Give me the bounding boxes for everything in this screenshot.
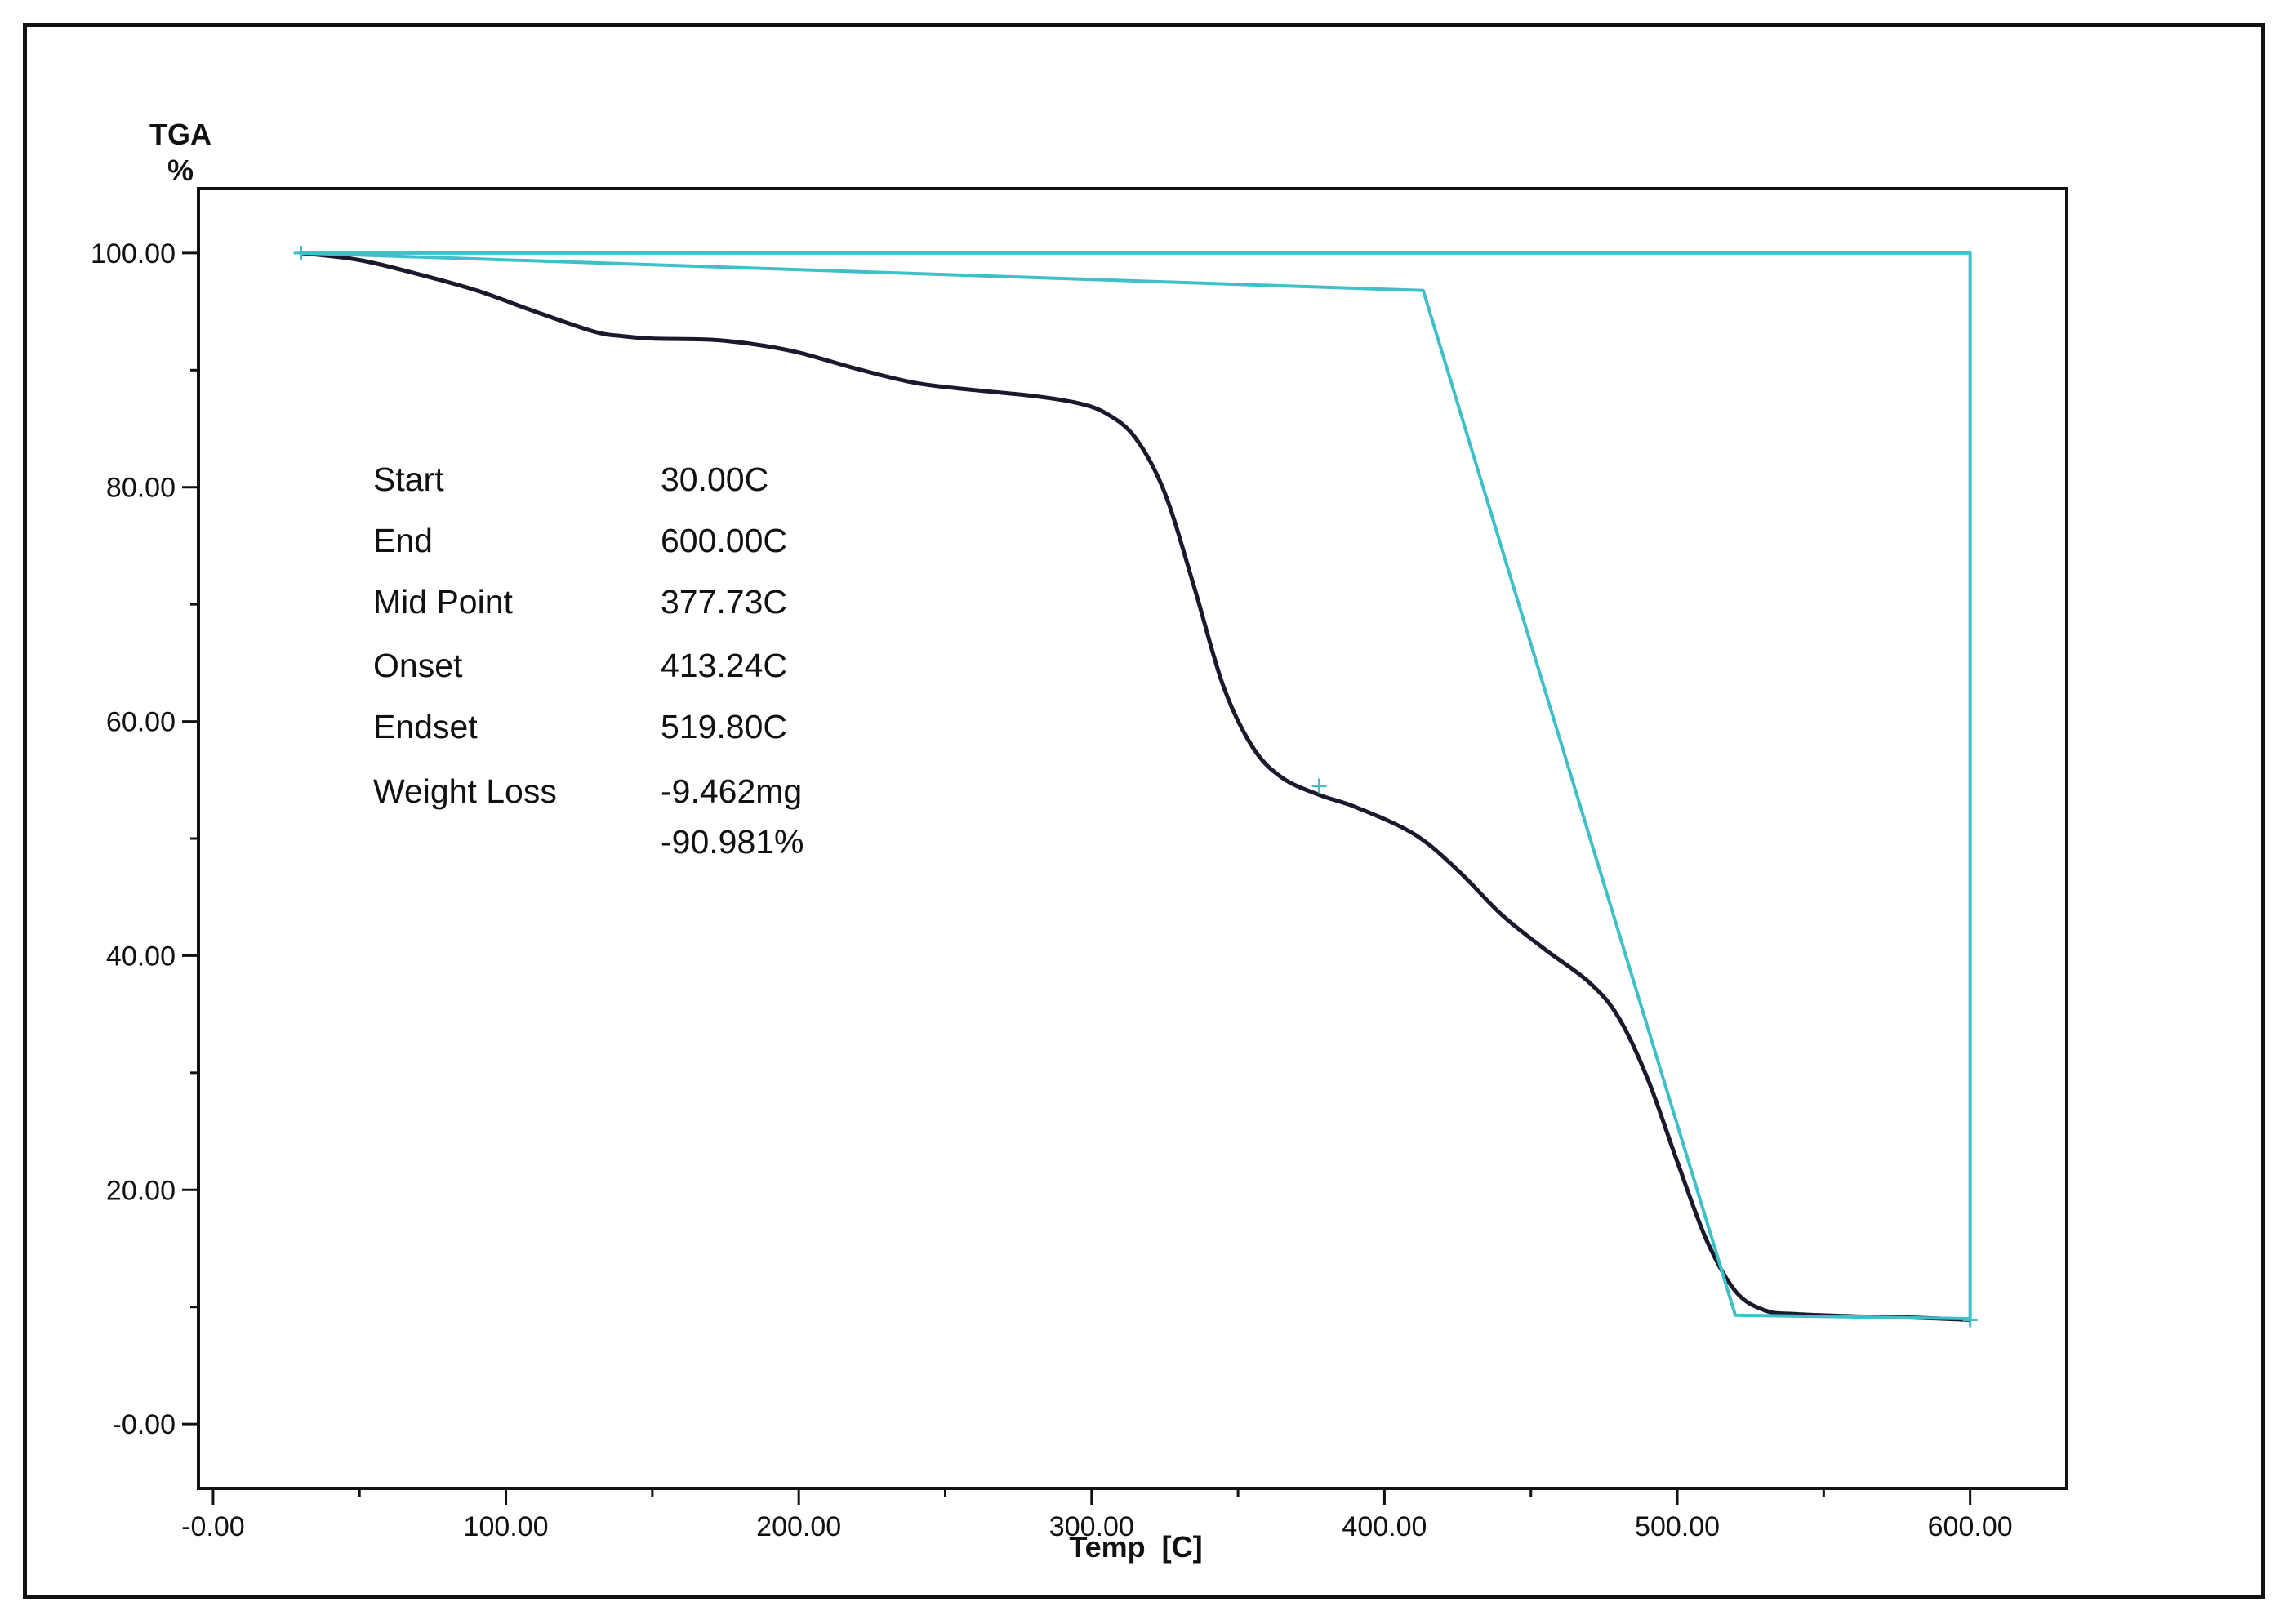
y-tick-label: 80.00: [106, 473, 176, 504]
result-value: 600.00C: [661, 522, 787, 559]
x-tick-label: 600.00: [1928, 1511, 2013, 1542]
result-label: Weight Loss: [373, 772, 557, 810]
x-tick-label: 400.00: [1342, 1511, 1427, 1542]
analysis-results-table: Start 30.00C End 600.00C Mid Point 377.73C Ons…: [373, 461, 804, 861]
y-tick-label: 20.00: [106, 1175, 176, 1206]
result-value: 30.00C: [661, 461, 768, 498]
x-tick-label: 300.00: [1049, 1511, 1134, 1542]
y-tick-label: 40.00: [106, 941, 176, 972]
x-axis: -0.00 100.00 200.00 300.00 400.00 500.00 600.0…: [181, 1488, 2013, 1542]
analysis-point-marker: [1962, 1312, 1978, 1328]
result-label: Onset: [373, 647, 463, 684]
x-axis-title: Temp [C]: [1069, 1530, 1202, 1564]
result-value: -90.981%: [661, 823, 804, 861]
result-label: Mid Point: [373, 583, 514, 621]
y-axis-unit: %: [167, 154, 194, 187]
x-tick-label: -0.00: [181, 1511, 245, 1542]
y-tick-label: 60.00: [106, 707, 176, 738]
tga-chart: -0.00 100.00 200.00 300.00 400.00 500.00 600.0…: [91, 118, 2068, 1564]
x-tick-label: 500.00: [1635, 1511, 1720, 1542]
y-tick-label: -0.00: [113, 1409, 176, 1440]
result-label: Start: [373, 461, 444, 498]
result-value: 377.73C: [661, 583, 787, 621]
analysis-construction-line: [299, 251, 1972, 1321]
analysis-point-marker: [293, 245, 309, 260]
figure-frame: -0.00 100.00 200.00 300.00 400.00 500.00 600.0…: [23, 23, 2265, 1599]
result-value: 413.24C: [661, 647, 787, 684]
y-tick-label: 100.00: [91, 238, 176, 269]
result-value: -9.462mg: [661, 772, 802, 810]
tga-weight-curve: [299, 251, 1973, 1322]
y-axis: -0.00 20.00 40.00 60.00 80.00 100.00: [91, 238, 198, 1440]
y-axis-title: TGA: [149, 118, 211, 151]
marker-layer: [293, 245, 1978, 1328]
plot-area: [197, 187, 2068, 1490]
result-label: Endset: [373, 708, 478, 745]
x-tick-label: 100.00: [464, 1511, 549, 1542]
series-layer: [299, 251, 1973, 1322]
analysis-point-marker: [1311, 778, 1327, 794]
result-label: End: [373, 522, 433, 559]
result-value: 519.80C: [661, 708, 787, 745]
x-tick-label: 200.00: [756, 1511, 841, 1542]
